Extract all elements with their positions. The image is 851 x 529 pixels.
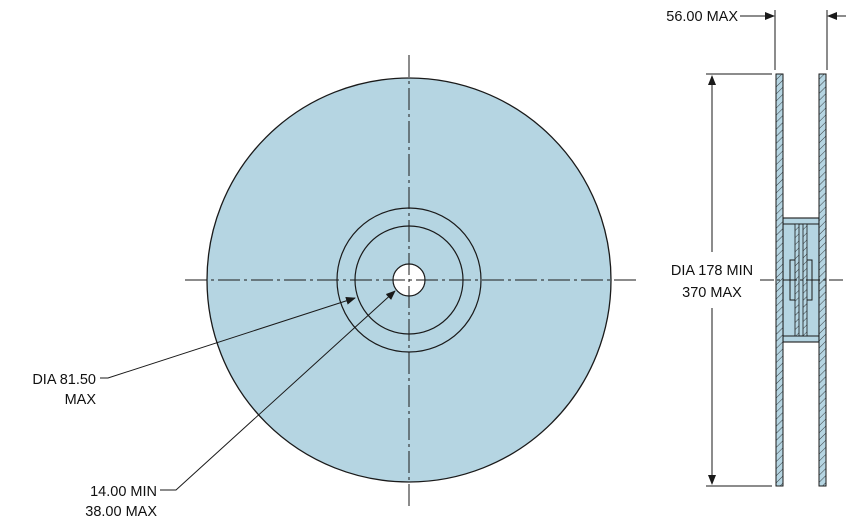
reel-dia-label-line2: 370 MAX [682,285,742,301]
hub-dia-label-line1: DIA 81.50 [32,372,96,388]
arbor-label-line1: 14.00 MIN [90,484,157,500]
arbor-hole-leader [160,290,396,491]
arbor-label-line2: 38.00 MAX [85,504,157,520]
width-label: 56.00 MAX [666,9,738,25]
front-view: DIA 81.50 MAX 14.00 MIN 38.00 MAX [32,55,636,520]
hub-diameter-leader [100,296,356,379]
reel-dia-label-line1: DIA 178 MIN [671,263,753,279]
side-view: 56.00 MAX DIA 178 MIN 370 MAX [666,9,846,487]
hub-dia-label-line2: MAX [65,392,97,408]
